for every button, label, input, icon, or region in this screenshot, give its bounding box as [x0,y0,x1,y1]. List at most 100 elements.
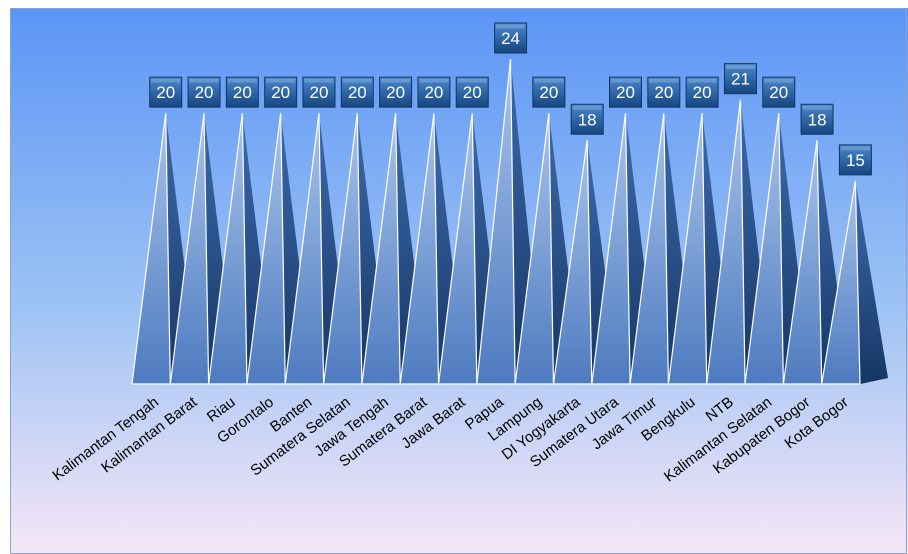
data-label-value: 20 [195,83,214,102]
data-label-sheen [151,78,181,83]
bar-front-face [591,113,631,385]
data-label-sheen [227,78,257,83]
data-label: 20 [149,76,183,108]
data-label: 20 [609,76,643,108]
data-label: 24 [494,22,528,54]
data-label-value: 24 [501,29,520,48]
data-label-value: 20 [156,83,175,102]
data-label: 20 [225,76,259,108]
data-label: 15 [838,144,872,176]
bar-front-face [322,113,363,385]
bar-front-face [820,180,861,385]
data-label: 20 [264,76,298,108]
data-label-sheen [342,78,372,83]
data-label-value: 15 [846,151,865,170]
data-label-value: 20 [463,83,482,102]
data-label: 18 [570,103,604,135]
data-label: 20 [647,76,681,108]
data-label-box [264,76,298,108]
data-label-sheen [687,78,717,83]
data-label: 20 [340,76,374,108]
data-label-box [647,76,681,108]
data-label-sheen [802,105,832,110]
data-label-value: 18 [578,110,597,129]
data-label-sheen [572,105,602,110]
data-label: 20 [379,76,413,108]
data-label-sheen [496,24,526,29]
bar-front-face [284,113,325,385]
data-label-sheen [725,65,755,70]
data-label-box [149,76,183,108]
bar-front-face [744,113,784,385]
data-label-box [723,63,757,95]
data-label-box [762,76,796,108]
bar-front-face [782,140,823,385]
bar-front-face [246,113,286,385]
data-label-box [379,76,413,108]
bar-front-face [667,113,708,385]
data-label-value: 20 [539,83,558,102]
bar-front-face [514,113,555,385]
bar-front-face [207,113,248,385]
data-labels-layer: 20 20 20 20 20 20 20 20 20 24 20 18 20 20 20 21 20 18 15 [149,22,872,176]
data-label-sheen [840,146,870,151]
data-label-value: 20 [654,83,673,102]
data-label-value: 20 [348,83,367,102]
data-label-value: 20 [424,83,443,102]
data-label: 21 [723,63,757,95]
bar-front-face [437,113,478,385]
data-label-value: 20 [769,83,788,102]
data-label-box [609,76,643,108]
data-label-value: 20 [310,83,329,102]
bar-side-face [855,180,888,384]
data-label: 20 [417,76,451,108]
data-label-value: 20 [271,83,290,102]
bar-front-face [552,140,593,385]
data-label: 20 [532,76,566,108]
data-label: 20 [762,76,796,108]
data-label-sheen [381,78,411,83]
bar-front-face [629,113,670,385]
data-label: 20 [685,76,719,108]
data-label-box [225,76,259,108]
data-label-box [800,103,834,135]
data-label-sheen [764,78,794,83]
data-label-box [570,103,604,135]
data-label-sheen [649,78,679,83]
data-label-box [838,144,872,176]
bar-front-face [361,113,401,385]
data-label: 20 [302,76,336,108]
data-label-value: 20 [616,83,635,102]
data-label-sheen [304,78,334,83]
data-label-value: 21 [731,70,750,89]
data-label: 18 [800,103,834,135]
data-label-box [494,22,528,54]
data-label: 20 [187,76,221,108]
data-label-value: 20 [386,83,405,102]
data-label-sheen [266,78,296,83]
bars-layer [131,58,888,385]
bar-front-face [131,113,171,385]
data-label: 20 [455,76,489,108]
bar-front-face [706,99,746,385]
data-label-box [187,76,221,108]
bar-pyramid [820,180,888,385]
data-label-box [417,76,451,108]
data-label-value: 18 [808,110,827,129]
bar-front-face [399,113,440,385]
data-label-sheen [611,78,641,83]
data-label-sheen [457,78,487,83]
data-label-box [302,76,336,108]
data-label-box [685,76,719,108]
bar-front-face [476,58,516,385]
data-label-sheen [189,78,219,83]
data-label-box [455,76,489,108]
data-label-box [340,76,374,108]
bar-front-face [169,113,210,385]
data-label-box [532,76,566,108]
data-label-value: 20 [233,83,252,102]
data-label-sheen [419,78,449,83]
data-label-sheen [534,78,564,83]
data-label-value: 20 [693,83,712,102]
